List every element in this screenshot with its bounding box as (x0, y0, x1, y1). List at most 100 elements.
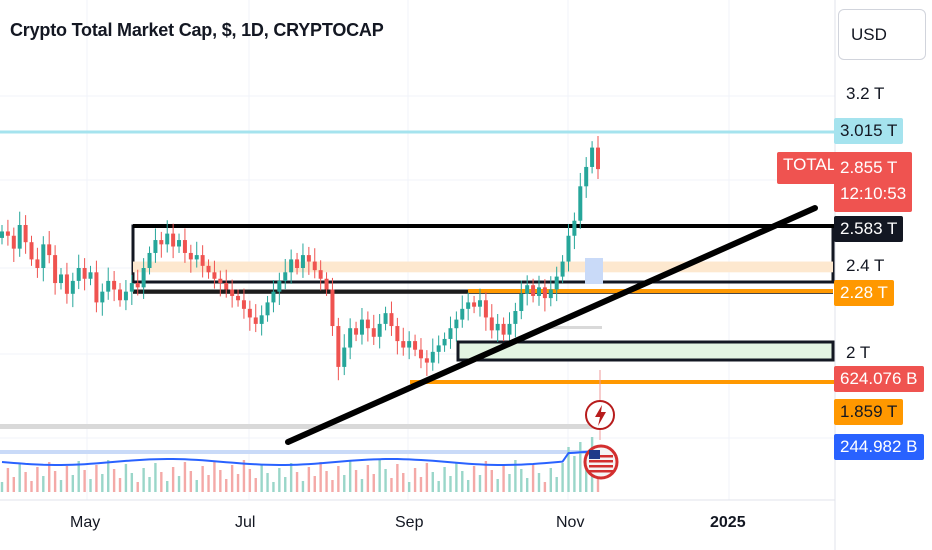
candle-body (76, 268, 81, 281)
volume-bar (413, 468, 417, 492)
candle-body (259, 315, 264, 324)
volume-bar (348, 461, 352, 492)
candle-body (531, 285, 536, 296)
volume-bar (378, 460, 381, 492)
candle-body (336, 326, 341, 367)
volume-bar (537, 473, 541, 492)
candle-body (495, 323, 500, 331)
candle-body (389, 313, 394, 327)
volume-bar (543, 482, 547, 492)
volume-bar (325, 471, 328, 492)
price-tag-3015: 3.015 T (834, 118, 904, 144)
volume-bar (242, 460, 246, 492)
volume-bar (0, 482, 4, 492)
zone-orange (133, 261, 833, 273)
candle-body (236, 295, 241, 301)
last-price: 2.855 T (840, 158, 898, 177)
volume-bar (331, 480, 334, 492)
candle-body (525, 285, 530, 294)
volume-bar (514, 460, 517, 492)
volume-tag-244: 244.982 B (834, 434, 924, 460)
volume-bar (160, 472, 163, 492)
volume-band (0, 424, 600, 429)
candle-body (300, 255, 305, 268)
x-tick-sep: Sep (395, 514, 424, 531)
volume-bar (101, 474, 104, 492)
volume-bar (396, 464, 399, 492)
candle-body (590, 147, 595, 167)
volume-bar (142, 468, 145, 492)
candle-body (171, 233, 176, 247)
volume-bar (177, 476, 181, 492)
candle-body (442, 338, 447, 346)
volume-bar (484, 461, 488, 492)
candle-body (188, 252, 193, 260)
candle-body (377, 323, 382, 337)
volume-bar (520, 469, 523, 492)
x-tick-jul: Jul (235, 514, 256, 531)
candle-body (466, 302, 471, 309)
volume-bar (366, 465, 370, 492)
candle-body (253, 317, 258, 324)
candle-body (312, 261, 317, 271)
volume-bar (248, 469, 252, 492)
currency-button[interactable]: USD (838, 9, 926, 60)
countdown: 12:10:53 (840, 184, 907, 203)
candles (0, 135, 600, 381)
volume-bar (53, 471, 57, 492)
volume-bar (107, 460, 110, 492)
candle-body (224, 283, 229, 290)
candle-body (554, 276, 559, 290)
x-tick-may: May (70, 514, 101, 531)
volume-bar (95, 465, 98, 492)
volume-bar (83, 470, 86, 492)
trendline (285, 205, 818, 445)
candle-body (206, 265, 211, 273)
volume-bar (183, 462, 187, 492)
candle-body (194, 255, 199, 260)
candle-body (424, 358, 429, 363)
volume-bar (496, 479, 499, 492)
candle-body (348, 328, 353, 348)
candle-body (35, 259, 40, 268)
candle-body (230, 289, 235, 296)
volume-bar (130, 473, 134, 492)
candle-body (413, 341, 418, 350)
volume-bar (236, 474, 240, 492)
candle-body (472, 302, 477, 307)
candle-body (88, 272, 93, 279)
candle-body (141, 268, 146, 288)
candle-body (47, 244, 52, 256)
volume-bar (531, 464, 535, 492)
volume-bar (437, 481, 440, 492)
volume-bar (219, 470, 222, 492)
candle-body (177, 240, 182, 247)
last-price-tag: 2.855 T 12:10:53 (834, 152, 913, 212)
volume-bar (18, 463, 21, 492)
event-icons (583, 370, 619, 480)
volume-bar (154, 463, 157, 492)
volume-bar (295, 472, 299, 492)
candle-body (129, 283, 134, 292)
candle-body (59, 274, 64, 284)
candle-body (483, 300, 488, 318)
zone-orange-line (468, 289, 833, 293)
volume-bar (118, 478, 122, 492)
candle-body (330, 289, 335, 327)
volume-bar (136, 482, 139, 492)
candle-body (383, 313, 388, 324)
volume-bar (272, 482, 275, 492)
candle-body (165, 233, 170, 245)
volume-bar (555, 477, 558, 492)
lightning-bolt (595, 405, 606, 426)
volume-bar (71, 475, 75, 492)
candle-body (159, 240, 164, 245)
candle-body (395, 326, 400, 342)
volume-bar (301, 481, 305, 492)
volume-bar (567, 447, 570, 492)
candle-body (418, 349, 423, 359)
volume-bar (372, 474, 375, 492)
volume-bars (0, 424, 600, 492)
candle-body (153, 240, 158, 253)
